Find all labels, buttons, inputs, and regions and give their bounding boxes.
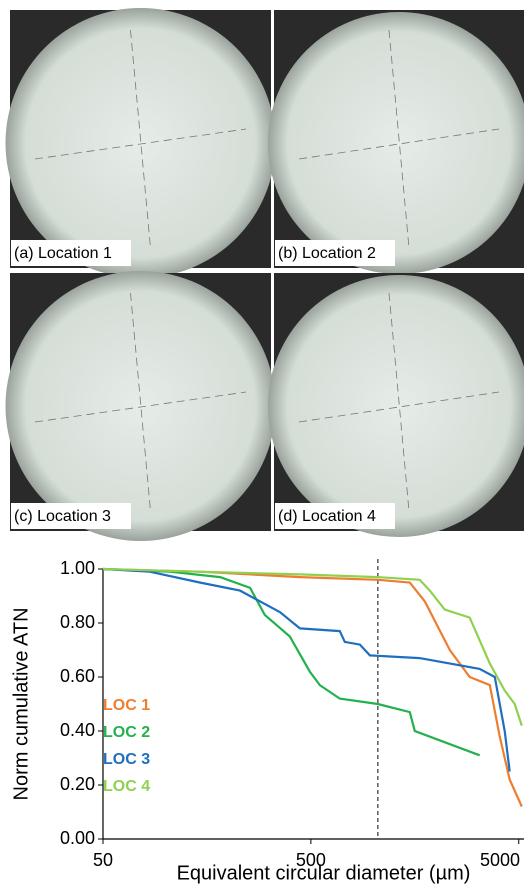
crosshair [34, 128, 247, 160]
series-line [102, 567, 481, 757]
y-tick-label: 0.00 [60, 828, 95, 848]
panel-label: (b) Location 2 [278, 245, 376, 262]
legend-label: LOC 2 [103, 724, 150, 741]
panel-label-box [275, 503, 395, 529]
y-axis-label: Norm cumulative ATN [10, 607, 32, 800]
legend-label: LOC 1 [103, 697, 150, 714]
crosshair [34, 391, 247, 423]
petri-dish [268, 12, 524, 274]
y-tick-label: 0.20 [60, 774, 95, 794]
crosshair [298, 391, 500, 423]
panel-label-box [275, 240, 395, 266]
panel-label-box [11, 240, 131, 266]
x-tick-label: 50 [93, 850, 113, 870]
series-line [102, 567, 523, 726]
x-tick-label: 5000 [480, 850, 520, 870]
legend-label: LOC 4 [103, 778, 150, 795]
series-line [102, 567, 511, 772]
petri-dish [268, 275, 524, 537]
legend-label: LOC 3 [103, 751, 150, 768]
crosshair [388, 292, 410, 512]
y-tick-label: 0.40 [60, 720, 95, 740]
x-axis-label: Equivalent circular diameter (µm) [177, 862, 471, 884]
panel-label: (d) Location 4 [278, 508, 376, 525]
crosshair [298, 128, 500, 160]
crosshair [388, 29, 410, 249]
crosshair [130, 292, 151, 512]
crosshair [130, 29, 151, 249]
series-line [102, 567, 523, 808]
y-tick-label: 1.00 [60, 558, 95, 578]
petri-dish [5, 271, 276, 541]
panel-label: (a) Location 1 [14, 245, 112, 262]
y-tick-label: 0.60 [60, 666, 95, 686]
panel-label-box [11, 503, 131, 529]
petri-dish [5, 8, 276, 278]
x-tick-label: 500 [296, 850, 326, 870]
y-tick-label: 0.80 [60, 612, 95, 632]
panel-label: (c) Location 3 [14, 508, 111, 525]
